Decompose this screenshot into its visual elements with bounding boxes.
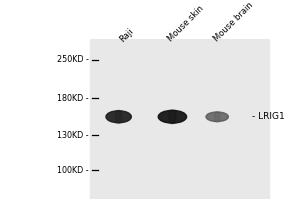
Text: Raji: Raji [118, 26, 136, 44]
Ellipse shape [214, 111, 220, 122]
Ellipse shape [116, 110, 122, 123]
Ellipse shape [169, 110, 176, 124]
Text: 130KD -: 130KD - [57, 131, 89, 140]
Ellipse shape [106, 111, 131, 123]
Text: 100KD -: 100KD - [57, 166, 89, 175]
Bar [90, 39, 269, 199]
Ellipse shape [158, 110, 187, 123]
Text: - LRIG1: - LRIG1 [251, 112, 284, 121]
Text: Mouse brain: Mouse brain [212, 1, 255, 44]
Ellipse shape [206, 112, 228, 122]
Text: Mouse skin: Mouse skin [166, 4, 206, 44]
Text: 250KD -: 250KD - [57, 55, 89, 64]
Text: 180KD -: 180KD - [57, 94, 89, 103]
